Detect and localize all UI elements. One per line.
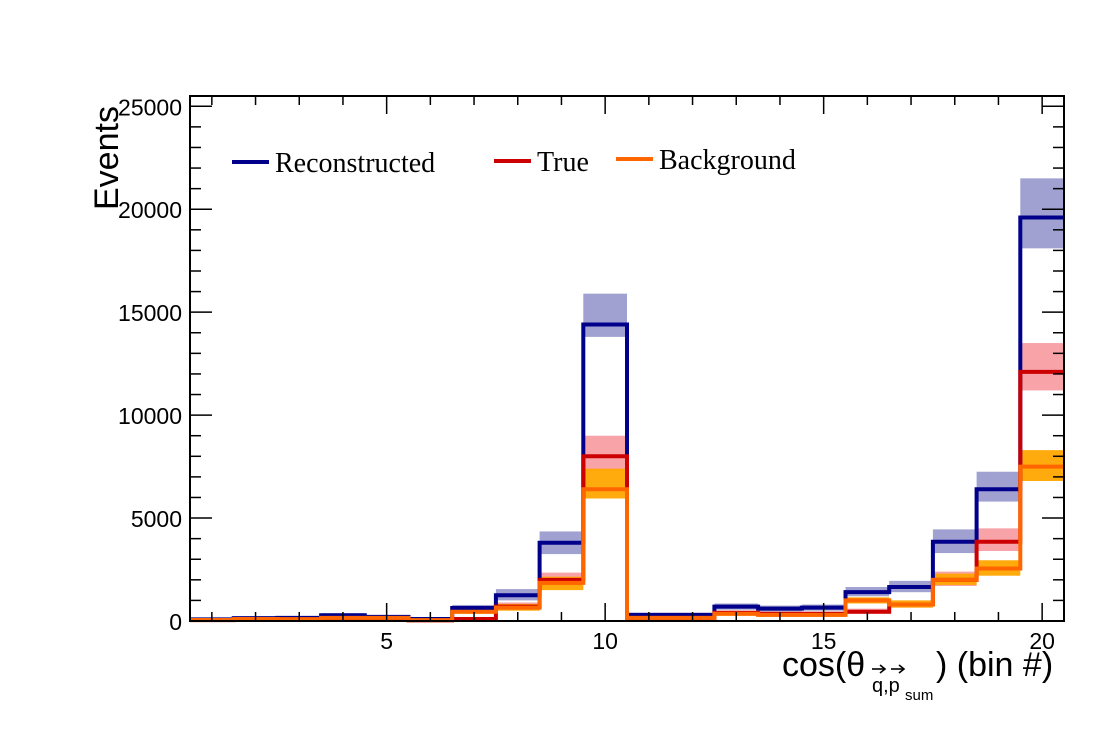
y-tick-label-10000: 10000: [118, 403, 182, 429]
band-background-bin-10: [583, 468, 627, 499]
x-axis-title-subsubscript: sum: [905, 687, 933, 704]
axis-ticks: [190, 96, 1064, 622]
y-tick-label-5000: 5000: [131, 506, 182, 532]
band-true-bin-10: [583, 435, 627, 471]
x-tick-label-15: 15: [811, 628, 837, 654]
legend-label-background: Background: [659, 145, 796, 176]
legend-label-reconstructed: Reconstructed: [275, 148, 435, 179]
x-axis-title-subscript: q,p: [872, 675, 900, 697]
series-lines: [190, 215, 1064, 623]
x-axis-title-vector-arrows: [872, 664, 906, 674]
series-line-reconstructed: [190, 215, 1064, 622]
x-axis-title-suffix: ) (bin #): [936, 646, 1053, 684]
y-tick-label-25000: 25000: [118, 94, 182, 120]
x-tick-label-10: 10: [592, 628, 618, 654]
band-reconstructed-bin-10: [583, 293, 627, 337]
band-reconstructed-bin-19: [976, 471, 1021, 502]
y-axis-title: Events: [88, 106, 126, 210]
series-line-background: [190, 464, 1064, 623]
band-reconstructed-bin-20: [1020, 178, 1064, 249]
band-true-bin-19: [976, 528, 1021, 551]
legend-label-true: True: [537, 147, 589, 178]
x-tick-label-20: 20: [1029, 628, 1055, 654]
y-tick-label-0: 0: [169, 609, 182, 635]
y-tick-label-20000: 20000: [118, 197, 182, 223]
x-tick-label-5: 5: [380, 628, 393, 654]
band-true-bin-20: [1020, 343, 1064, 391]
x-axis-title-prefix: cos(θ: [782, 646, 865, 684]
plot-frame: [189, 95, 1065, 622]
legend: Reconstructed True Background: [232, 145, 796, 179]
tick-labels: 5 10 15 20 0 5000 10000 15000 20000 25000: [118, 94, 1055, 654]
y-tick-label-15000: 15000: [118, 300, 182, 326]
